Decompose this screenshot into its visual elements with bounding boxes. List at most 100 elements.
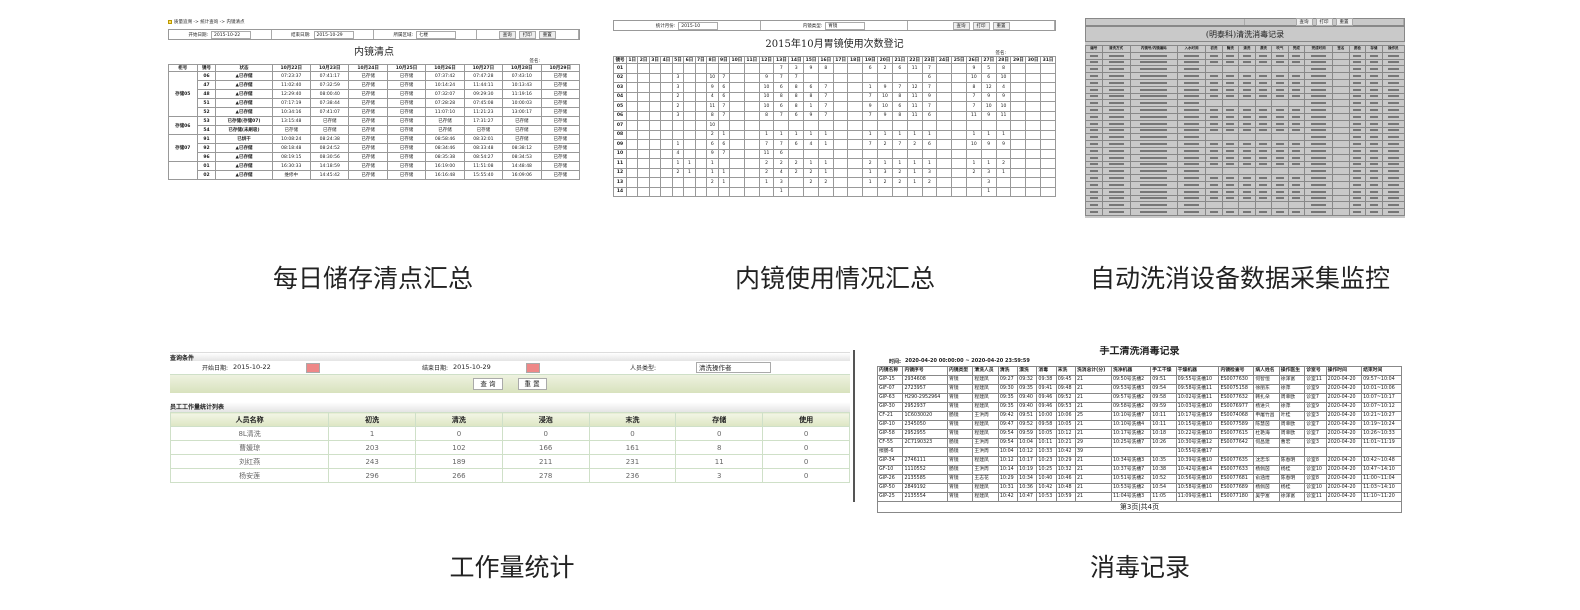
table-cell [1381, 201, 1405, 210]
table-cell: 已存储(未刷吸) [215, 125, 273, 135]
table-cell [1304, 99, 1334, 108]
column-header-day: 6日 [683, 56, 696, 64]
end-date-input[interactable]: 2015-10-29 [313, 30, 354, 39]
table-cell: 已存储 [540, 134, 580, 144]
count-cell: 1 [965, 129, 982, 140]
reset-button[interactable]: 重置 [992, 21, 1010, 30]
count-cell [728, 139, 745, 150]
start-date-input[interactable]: 2015-10-22 [231, 362, 291, 373]
table-cell [1365, 112, 1383, 121]
table-cell: GIP-26 [877, 474, 904, 484]
table-cell [1381, 208, 1405, 216]
illegible-text [1089, 204, 1098, 207]
illegible-text [1184, 109, 1200, 112]
table-cell: 申屠竹昌 [1253, 411, 1280, 421]
illegible-text [1108, 88, 1124, 91]
end-date-input[interactable]: 2015-10-29 [451, 362, 511, 373]
count-cell [683, 91, 696, 102]
column-header: 10月24日 [348, 64, 388, 72]
table-cell: 10:42 [1036, 483, 1057, 493]
column-header-day: 16日 [817, 56, 834, 64]
table-cell: CF-21 [877, 411, 904, 421]
illegible-text [1184, 129, 1200, 132]
reset-button[interactable]: 重 置 [517, 378, 547, 390]
person-type-select[interactable]: 清洗操作者 [696, 362, 772, 373]
table-cell [1254, 146, 1273, 155]
table-cell: 0 [762, 440, 850, 455]
illegible-text [1353, 129, 1362, 132]
print-button[interactable]: 打印 [518, 30, 536, 39]
illegible-text [1292, 177, 1301, 180]
illegible-text [1387, 163, 1400, 166]
illegible-text [1353, 170, 1362, 173]
table-cell [1304, 174, 1334, 182]
table-cell [1177, 180, 1207, 189]
count-cell [717, 63, 731, 74]
count-cell [1025, 148, 1042, 159]
table-cell [1304, 72, 1334, 80]
table-cell [1381, 78, 1405, 87]
reset-button[interactable]: 重置 [1335, 18, 1353, 26]
table-cell: 已存储 [386, 80, 427, 90]
query-button[interactable]: 查询 [498, 30, 516, 39]
column-header-day: 2日 [637, 56, 650, 64]
table-cell [1304, 167, 1334, 176]
query-button[interactable]: 查 询 [473, 378, 503, 390]
table-cell: 0 [762, 454, 850, 469]
table-cell: ▲已存储 [215, 107, 273, 117]
month-input[interactable]: 2015-10 [678, 21, 719, 30]
count-cell: 1 [980, 158, 997, 169]
table-row: 擦肠-6 肠镜 王洪周 10:04 10:12 10:33 10:42 39 10:55号洗槽1… [877, 447, 1402, 457]
table-cell: 10:17号洗槽2 [1110, 429, 1152, 439]
query-button[interactable]: 查询 [1295, 18, 1313, 26]
start-date-input[interactable]: 2015-10-22 [211, 30, 252, 39]
count-cell [694, 82, 708, 93]
column-header-day: 9日 [717, 56, 731, 64]
illegible-text [1140, 156, 1168, 159]
cabinet-cell: 存储05 [168, 71, 198, 117]
table-cell: 09:30 [997, 384, 1019, 394]
table-cell: 243 [328, 454, 417, 469]
calendar-icon[interactable] [526, 362, 540, 373]
count-cell: 9 [980, 91, 997, 102]
illegible-text [1275, 177, 1284, 180]
table-cell: 已存储 [348, 116, 388, 126]
table-cell: 278 [501, 468, 590, 483]
illegible-text [1369, 129, 1378, 132]
illegible-text [1226, 143, 1235, 146]
type-select[interactable]: 胃镜 [825, 21, 866, 30]
column-header: 内镜类型 [946, 366, 974, 376]
table-cell: 徐泽富 [1278, 492, 1306, 502]
table-cell: 徐泽富 [1278, 375, 1306, 385]
table-cell [1304, 112, 1334, 121]
usage-table: 镜号 1日 2日 3日 4日 5日 6日 7日 8日 9日 10日 11日 12日 13日 14日 15日 16… [613, 56, 1056, 197]
start-date-label: 开始日期: [201, 365, 228, 372]
table-cell: 已存储 [502, 116, 542, 126]
area-select[interactable]: 七楼 [416, 30, 457, 39]
table-cell [1254, 153, 1273, 162]
pagination[interactable]: 第3页|共4页 [877, 502, 1402, 513]
count-cell: 10 [965, 139, 982, 150]
count-cell: 1 [891, 158, 908, 169]
count-cell: 2 [803, 177, 819, 188]
print-button[interactable]: 打印 [972, 21, 990, 30]
calendar-icon[interactable] [306, 362, 320, 373]
table-cell: 已存储 [309, 125, 350, 135]
table-row: 01 7 3 9 8 6 2 6 11 7 9 5 8 [613, 63, 1056, 74]
table-cell [1381, 167, 1405, 176]
table-cell [1381, 72, 1405, 80]
table-cell [1287, 187, 1306, 196]
print-button[interactable]: 打印 [1315, 18, 1333, 26]
count-cell [648, 129, 662, 140]
table-row: 14 1 1 [613, 186, 1056, 197]
table-cell [1332, 187, 1350, 196]
count-cell [951, 177, 967, 188]
reset-button[interactable]: 重置 [538, 30, 556, 39]
illegible-text [1292, 115, 1301, 118]
table-row [1085, 92, 1405, 101]
count-cell: 1 [906, 177, 923, 188]
count-cell [936, 101, 953, 112]
count-cell: 1 [717, 167, 731, 178]
query-button[interactable]: 查询 [952, 21, 970, 30]
table-cell: 10:59 [1055, 492, 1076, 502]
